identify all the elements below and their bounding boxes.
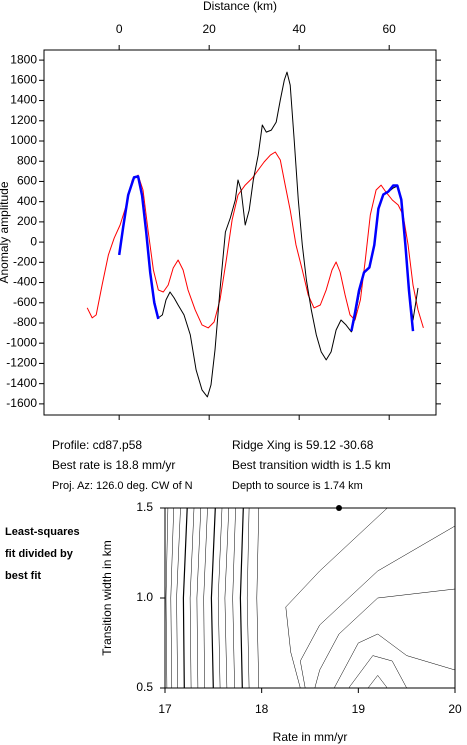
annotation: Depth to source is 1.74 km (232, 480, 363, 492)
y-tick-label: 600 (17, 174, 37, 188)
y-tick-label: 0.5 (136, 680, 153, 694)
x-tick-label: 60 (383, 22, 397, 36)
y-tick-label: -1400 (6, 376, 37, 390)
contour-line (239, 507, 244, 689)
annotation: Best rate is 18.8 mm/yr (52, 458, 175, 472)
y-tick-label: -1200 (6, 356, 37, 370)
y-tick-label: -800 (13, 315, 37, 329)
y-tick-label: 1600 (10, 73, 37, 87)
x-tick-label: 18 (255, 702, 269, 716)
contour-line (210, 507, 216, 689)
x-tick-label: 19 (352, 702, 366, 716)
best-fit-point (336, 505, 342, 511)
x-tick-label: 20 (448, 702, 462, 716)
y-tick-label: 1200 (10, 113, 37, 127)
x-tick-label: 17 (158, 702, 172, 716)
y-axis-title: Anomaly amplitude (0, 181, 11, 283)
contour-line (224, 507, 230, 689)
annotation: Ridge Xing is 59.12 -30.68 (232, 438, 374, 452)
contour-line (217, 507, 223, 689)
y-tick-label: -400 (13, 275, 37, 289)
x-tick-label: 20 (202, 22, 216, 36)
contour-line (300, 525, 456, 689)
contour-line (196, 507, 202, 689)
y-tick-label: -200 (13, 254, 37, 268)
note: Least-squares (5, 526, 80, 538)
y-tick-label: -1600 (6, 396, 37, 410)
y-tick-label: 200 (17, 214, 37, 228)
contour-line (348, 655, 407, 689)
y-tick-label: 0 (30, 234, 37, 248)
y-tick-label: 1400 (10, 93, 37, 107)
y-tick-label: -1000 (6, 335, 37, 349)
data-line (86, 151, 424, 329)
annotation: Profile: cd87.p58 (52, 438, 142, 452)
contour-line (256, 507, 260, 689)
data-line (117, 175, 415, 332)
y-tick-label: -600 (13, 295, 37, 309)
x-axis-title: Distance (km) (203, 0, 277, 13)
y-tick-label: 400 (17, 194, 37, 208)
y-axis-title: Transition width in km (100, 540, 114, 656)
contour-line (232, 507, 236, 689)
annotation: Proj. Az: 126.0 deg. CW of N (52, 480, 193, 492)
annotation: Best transition width is 1.5 km (232, 458, 391, 472)
contour-line (246, 507, 250, 689)
contour-line (314, 588, 456, 689)
note: fit divided by (5, 548, 74, 560)
x-tick-label: 40 (293, 22, 307, 36)
contour-line (285, 507, 388, 689)
contour-line (182, 507, 188, 689)
x-tick-label: 0 (116, 22, 123, 36)
note: best fit (5, 570, 41, 582)
contour-line (165, 507, 169, 689)
plot-frame (164, 507, 456, 689)
y-tick-label: 1.5 (136, 500, 153, 514)
contour-line (333, 633, 456, 689)
data-line (118, 71, 419, 398)
y-tick-label: 800 (17, 153, 37, 167)
y-tick-label: 1800 (10, 52, 37, 66)
contour-line (189, 507, 195, 689)
x-axis-title: Rate in mm/yr (273, 730, 348, 744)
y-tick-label: 1.0 (136, 590, 153, 604)
y-tick-label: 1000 (10, 133, 37, 147)
contour-line (170, 507, 174, 689)
contour-line (176, 507, 181, 689)
plot-frame (43, 49, 437, 416)
contour-line (367, 674, 388, 689)
contour-line (203, 507, 208, 689)
